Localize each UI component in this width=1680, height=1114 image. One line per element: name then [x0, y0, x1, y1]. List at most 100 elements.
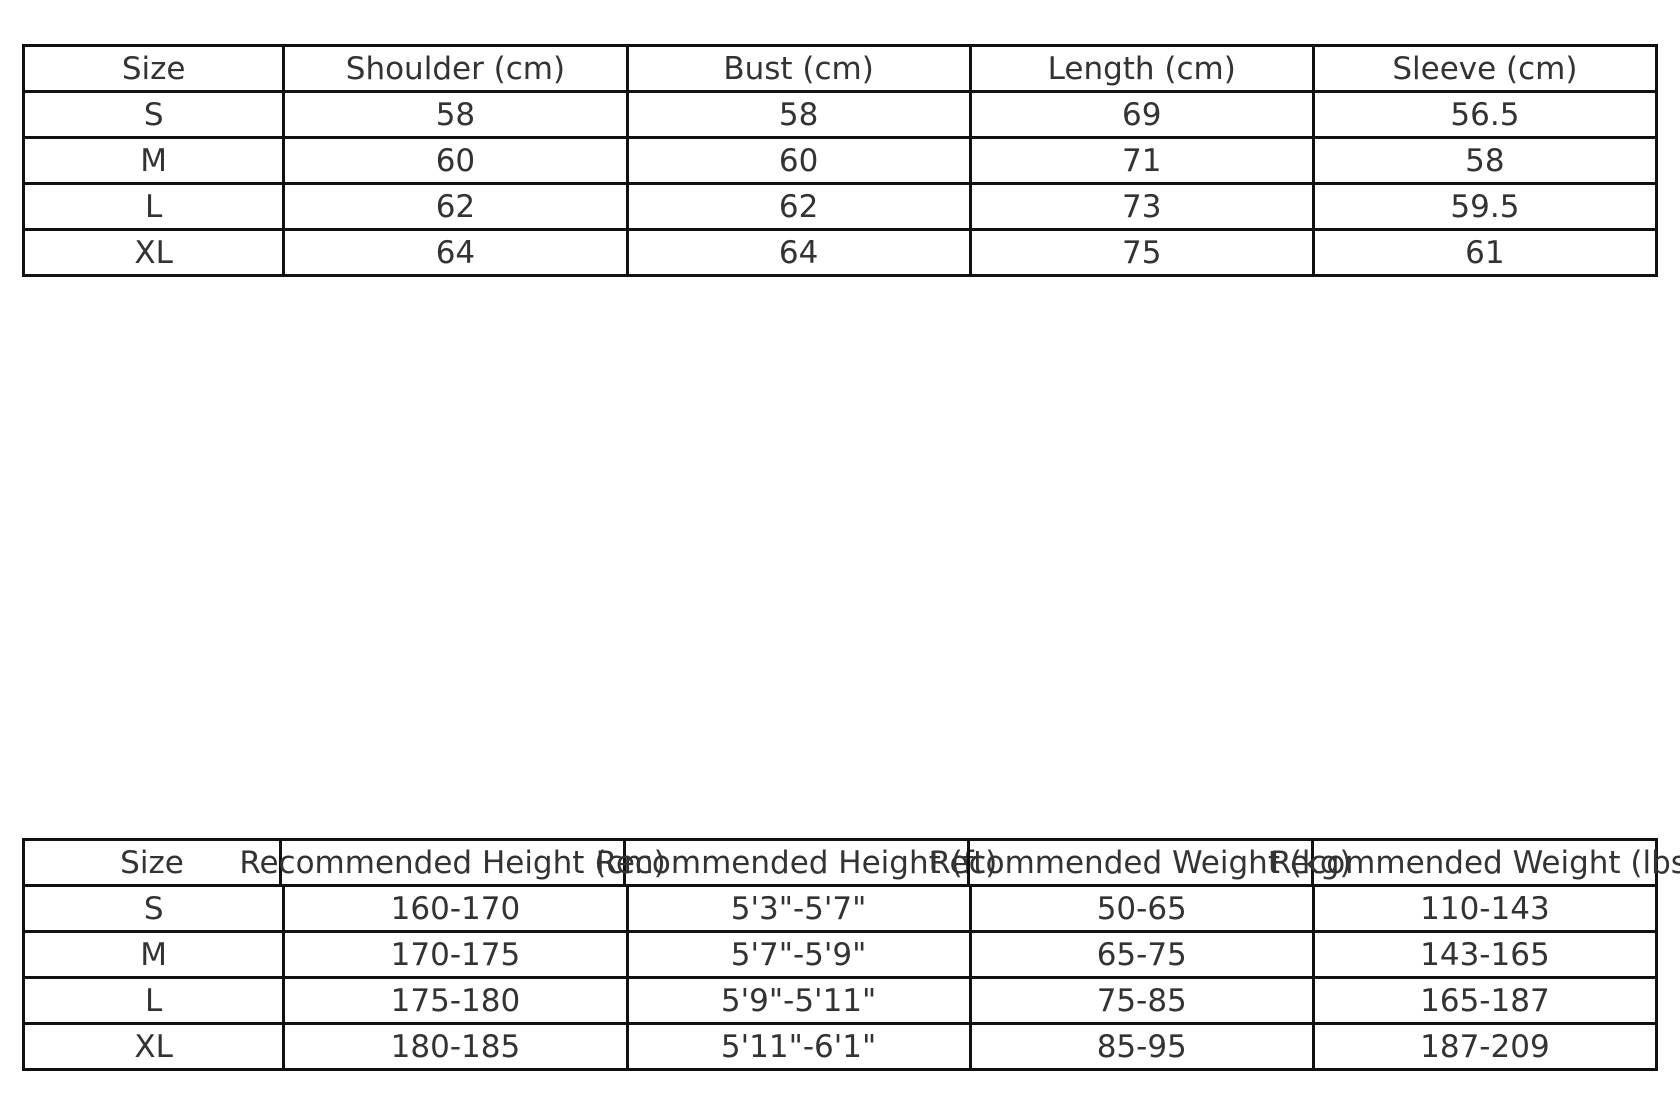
cell-text: Recommended Height (cm)	[239, 844, 666, 881]
table-cell: 50-65	[968, 887, 1312, 930]
table-cell: 175-180	[282, 979, 625, 1022]
header-cell: Recommended Height (ft)	[596, 841, 997, 884]
cell-text: L	[145, 982, 163, 1019]
header-cell: Size	[25, 841, 279, 884]
header-cell: Size	[25, 47, 282, 90]
table-cell: L	[25, 185, 282, 228]
header-row: Size Shoulder (cm) Bust (cm) Length (cm) Sle…	[25, 47, 1655, 90]
table-row: S 58 58 69 56.5	[25, 90, 1655, 136]
cell-text: 75-85	[1096, 982, 1187, 1019]
cell-text: Recommended Weight (lbs)	[1269, 844, 1680, 881]
cell-text: M	[140, 142, 168, 179]
measurements-table: Size Shoulder (cm) Bust (cm) Length (cm) Sle…	[22, 44, 1658, 277]
cell-text: XL	[134, 234, 173, 271]
cell-text: 69	[1122, 96, 1162, 133]
table-cell: 75	[968, 231, 1312, 274]
cell-text: Recommended Weight (kg)	[929, 844, 1352, 881]
cell-text: 50-65	[1096, 890, 1187, 927]
header-row: Size Recommended Height (cm) Recommended H…	[25, 841, 1680, 884]
table-row: XL 180-185 5'11"-6'1" 85-95 187-209	[25, 1022, 1655, 1068]
table-cell: M	[25, 139, 282, 182]
table-row: XL 64 64 75 61	[25, 228, 1655, 274]
cell-text: Length (cm)	[1047, 50, 1236, 87]
table-row: L 175-180 5'9"-5'11" 75-85 165-187	[25, 976, 1655, 1022]
cell-text: 5'9"-5'11"	[720, 982, 877, 1019]
header-cell: Recommended Height (cm)	[239, 841, 666, 884]
table-cell: 62	[282, 185, 625, 228]
cell-text: 59.5	[1450, 188, 1520, 225]
table-cell: S	[25, 93, 282, 136]
table-cell: 110-143	[1311, 887, 1655, 930]
cell-text: Size	[120, 844, 184, 881]
cell-text: 56.5	[1450, 96, 1520, 133]
cell-text: L	[145, 188, 163, 225]
cell-text: 143-165	[1420, 936, 1550, 973]
cell-text: 61	[1465, 234, 1505, 271]
table-cell: 62	[625, 185, 969, 228]
table-cell: 143-165	[1311, 933, 1655, 976]
table-cell: 5'9"-5'11"	[625, 979, 969, 1022]
cell-text: Recommended Height (ft)	[595, 844, 998, 881]
header-cell: Sleeve (cm)	[1311, 47, 1655, 90]
table-row: L 62 62 73 59.5	[25, 182, 1655, 228]
cell-text: 62	[778, 188, 819, 225]
table-cell: 85-95	[968, 1025, 1312, 1068]
cell-text: 60	[778, 142, 819, 179]
table-cell: 58	[625, 93, 969, 136]
cell-text: M	[140, 936, 168, 973]
cell-text: S	[143, 890, 164, 927]
cell-text: 65-75	[1096, 936, 1187, 973]
cell-text: 170-175	[390, 936, 521, 973]
table-cell: 64	[625, 231, 969, 274]
cell-text: 75	[1122, 234, 1162, 271]
table-row: M 60 60 71 58	[25, 136, 1655, 182]
cell-text: 180-185	[390, 1028, 521, 1065]
header-cell: Length (cm)	[968, 47, 1312, 90]
header-cell: Recommended Weight (lbs)	[1270, 841, 1680, 884]
cell-text: 5'7"-5'9"	[730, 936, 867, 973]
recommendation-table: Size Recommended Height (cm) Recommended H…	[22, 838, 1680, 1071]
table-cell: 187-209	[1311, 1025, 1655, 1068]
cell-text: 160-170	[390, 890, 521, 927]
cell-text: 175-180	[390, 982, 521, 1019]
table-cell: XL	[25, 231, 282, 274]
table-cell: 60	[625, 139, 969, 182]
table-cell: 60	[282, 139, 625, 182]
cell-text: 5'3"-5'7"	[730, 890, 867, 927]
header-cell: Bust (cm)	[625, 47, 969, 90]
table-cell: 69	[968, 93, 1312, 136]
table-cell: 5'3"-5'7"	[625, 887, 969, 930]
table-row: M 170-175 5'7"-5'9" 65-75 143-165	[25, 930, 1655, 976]
table-cell: 180-185	[282, 1025, 625, 1068]
table-cell: 59.5	[1311, 185, 1655, 228]
cell-text: Sleeve (cm)	[1392, 50, 1578, 87]
cell-text: 64	[778, 234, 819, 271]
header-cell: Shoulder (cm)	[282, 47, 625, 90]
cell-text: 71	[1122, 142, 1162, 179]
table-cell: 73	[968, 185, 1312, 228]
table-cell: 165-187	[1311, 979, 1655, 1022]
cell-text: 58	[778, 96, 819, 133]
table-cell: 75-85	[968, 979, 1312, 1022]
cell-text: 165-187	[1420, 982, 1550, 1019]
cell-text: Shoulder (cm)	[345, 50, 566, 87]
table-cell: 170-175	[282, 933, 625, 976]
table-cell: 5'7"-5'9"	[625, 933, 969, 976]
table-row: S 160-170 5'3"-5'7" 50-65 110-143	[25, 884, 1655, 930]
cell-text: XL	[134, 1028, 173, 1065]
cell-text: Size	[121, 50, 186, 87]
table-cell: 5'11"-6'1"	[625, 1025, 969, 1068]
cell-text: 58	[1465, 142, 1505, 179]
table-cell: 64	[282, 231, 625, 274]
cell-text: 187-209	[1420, 1028, 1550, 1065]
table-cell: 58	[1311, 139, 1655, 182]
table-cell: 160-170	[282, 887, 625, 930]
table-cell: 56.5	[1311, 93, 1655, 136]
table-cell: S	[25, 887, 282, 930]
cell-text: 110-143	[1420, 890, 1550, 927]
table-cell: 71	[968, 139, 1312, 182]
table-cell: L	[25, 979, 282, 1022]
cell-text: 64	[435, 234, 476, 271]
cell-text: 73	[1122, 188, 1162, 225]
cell-text: Bust (cm)	[723, 50, 874, 87]
